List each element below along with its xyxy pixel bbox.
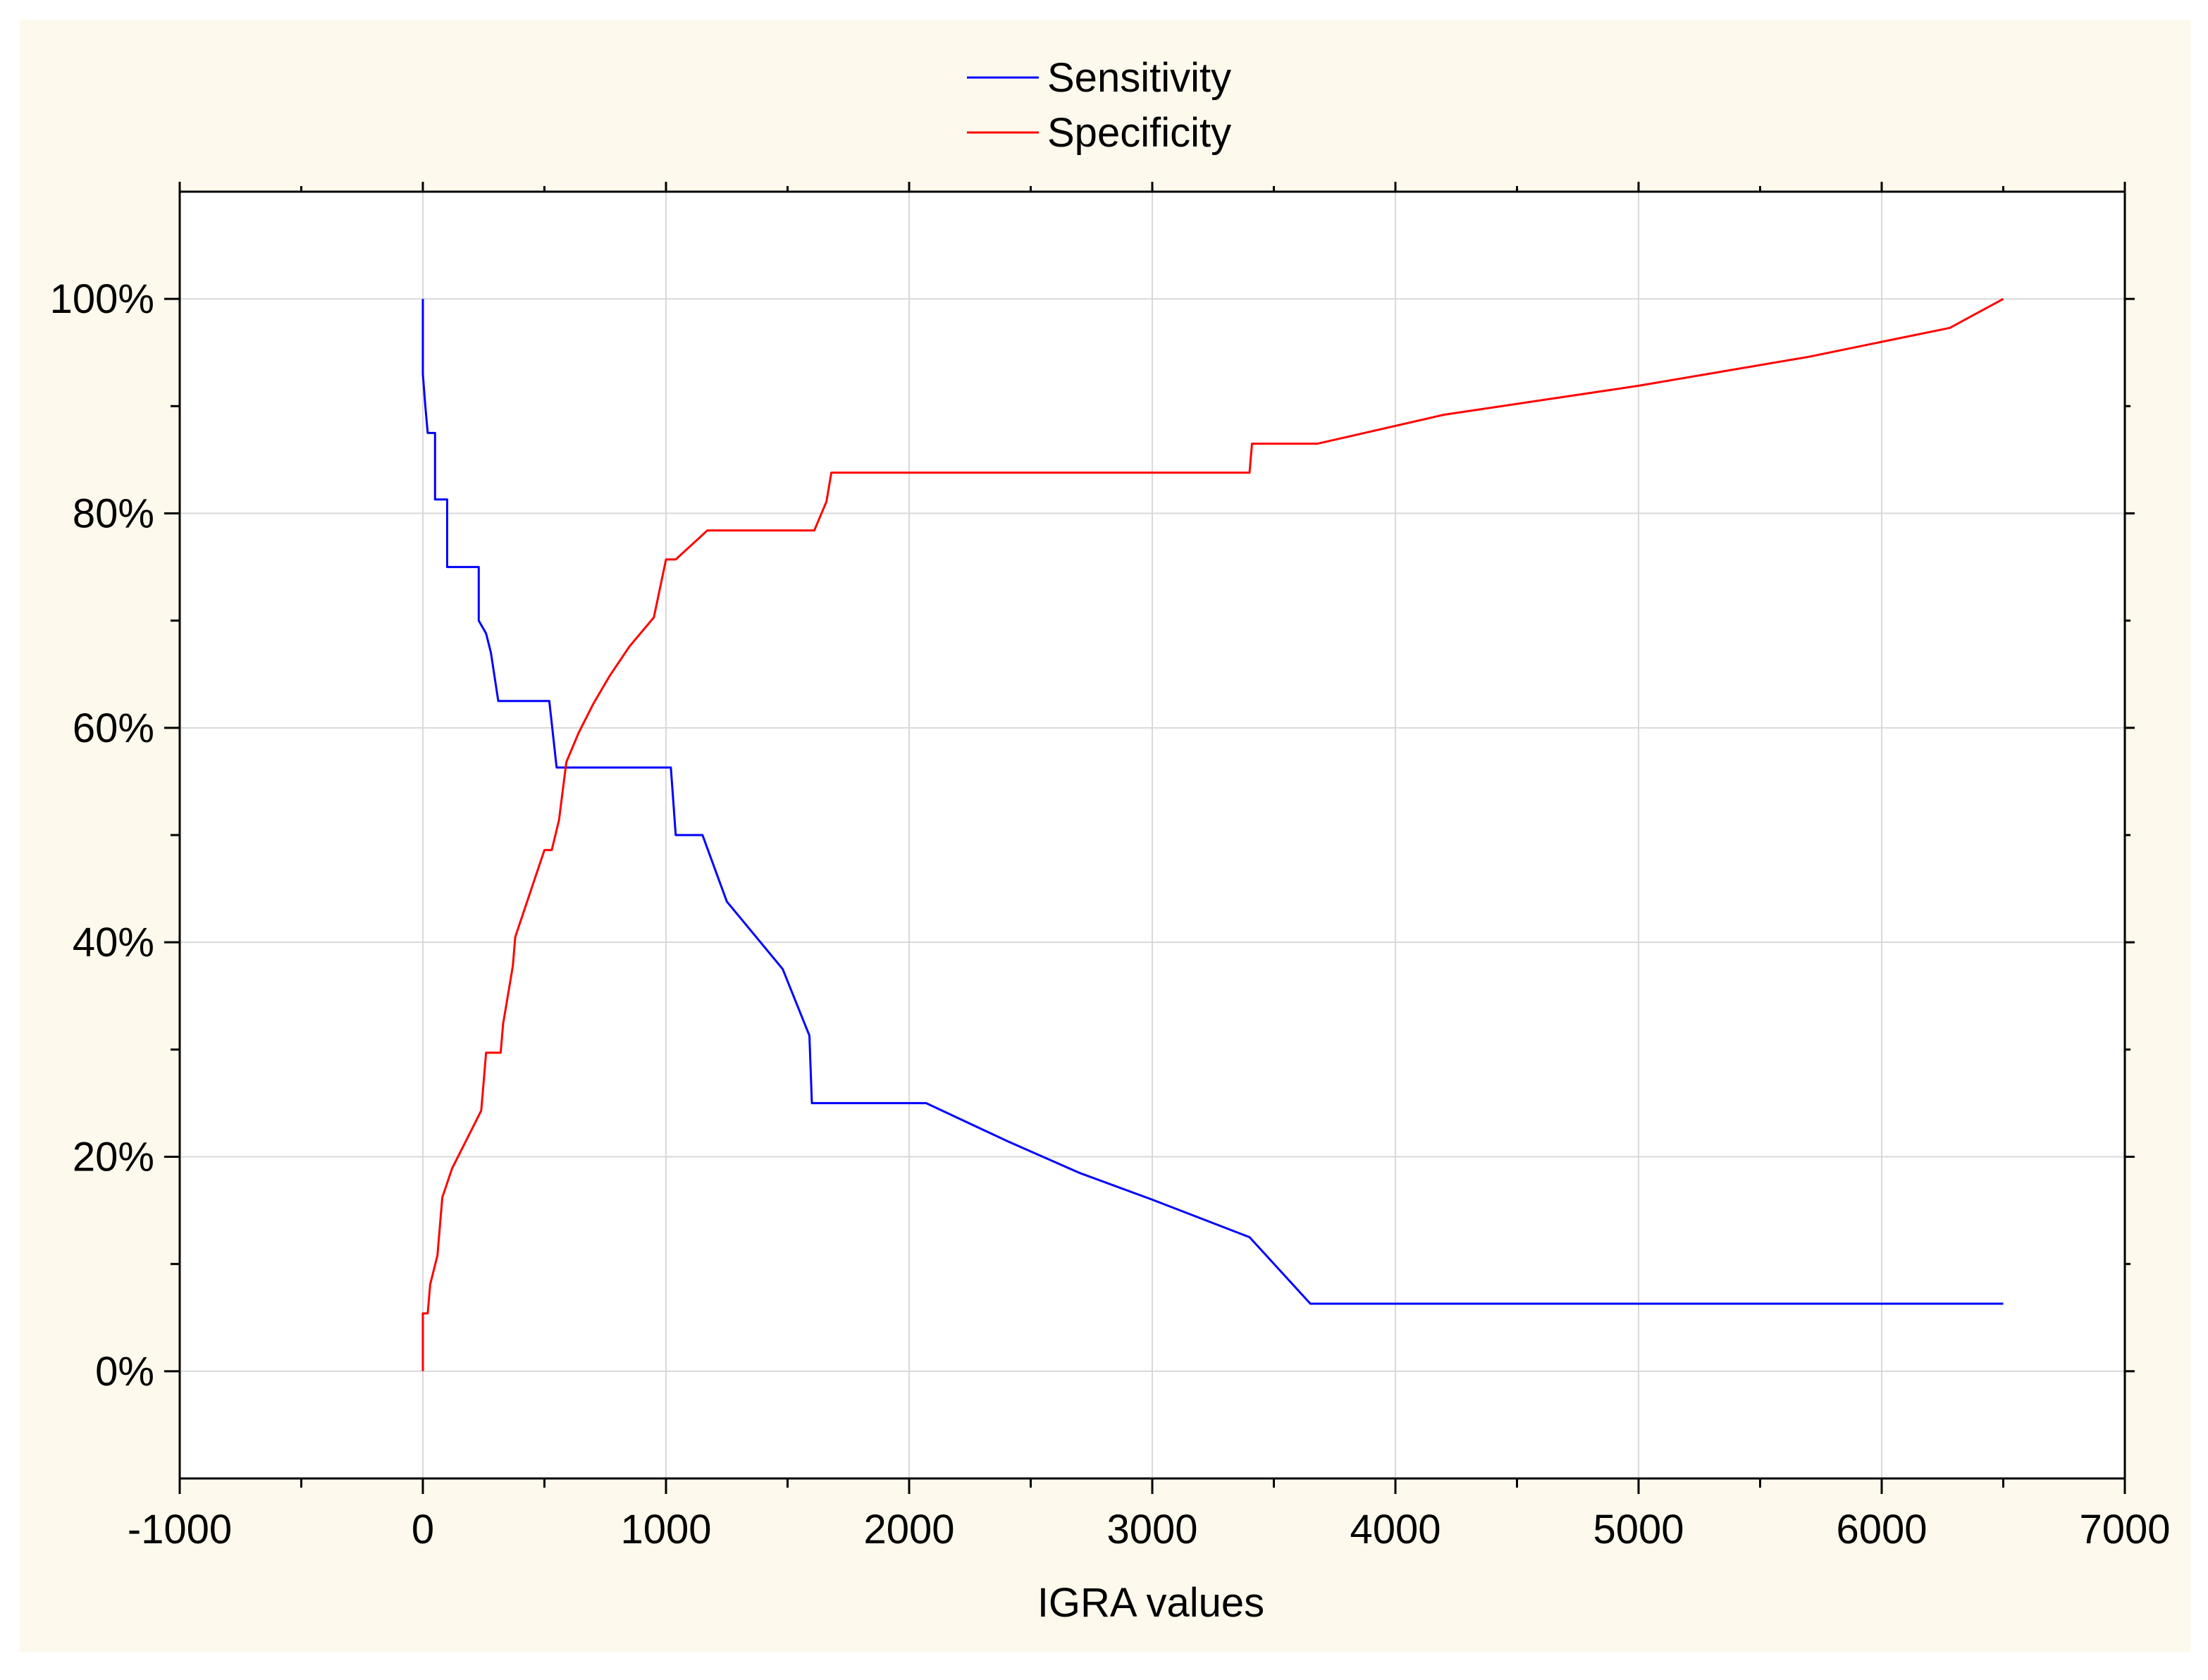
- y-tick-label: 60%: [73, 705, 154, 751]
- y-tick-label: 100%: [50, 276, 154, 322]
- grid-lines: [180, 192, 2125, 1478]
- y-tick-label: 80%: [73, 491, 154, 537]
- y-tick-label: 20%: [73, 1135, 154, 1180]
- x-axis: -1000 0 1000 2000 3000 4000 5000 6000 7000: [128, 182, 2171, 1552]
- x-tick-label: 3000: [1106, 1507, 1197, 1552]
- x-tick-label: 6000: [1836, 1507, 1927, 1552]
- series-line-sensitivity: [421, 299, 2004, 1305]
- x-tick-label: 5000: [1593, 1507, 1684, 1552]
- y-tick-label: 40%: [73, 920, 154, 965]
- legend-label-sensitivity: Sensitivity: [1047, 55, 1231, 101]
- series-line-specificity: [421, 297, 2004, 1371]
- x-tick-label: 2000: [863, 1507, 954, 1552]
- x-tick-label: 4000: [1350, 1507, 1441, 1552]
- x-tick-label: 0: [412, 1507, 434, 1552]
- legend: Sensitivity Specificity: [967, 55, 1231, 156]
- legend-label-specificity: Specificity: [1047, 110, 1231, 156]
- y-axis: 0% 20% 40% 60% 80% 100%: [50, 276, 2135, 1395]
- x-tick-label: -1000: [128, 1507, 232, 1552]
- y-tick-label: 0%: [95, 1349, 154, 1395]
- x-tick-label: 7000: [2079, 1507, 2170, 1552]
- x-tick-label: 1000: [620, 1507, 711, 1552]
- series-layer: [421, 297, 2004, 1371]
- x-axis-label: IGRA values: [1037, 1580, 1264, 1626]
